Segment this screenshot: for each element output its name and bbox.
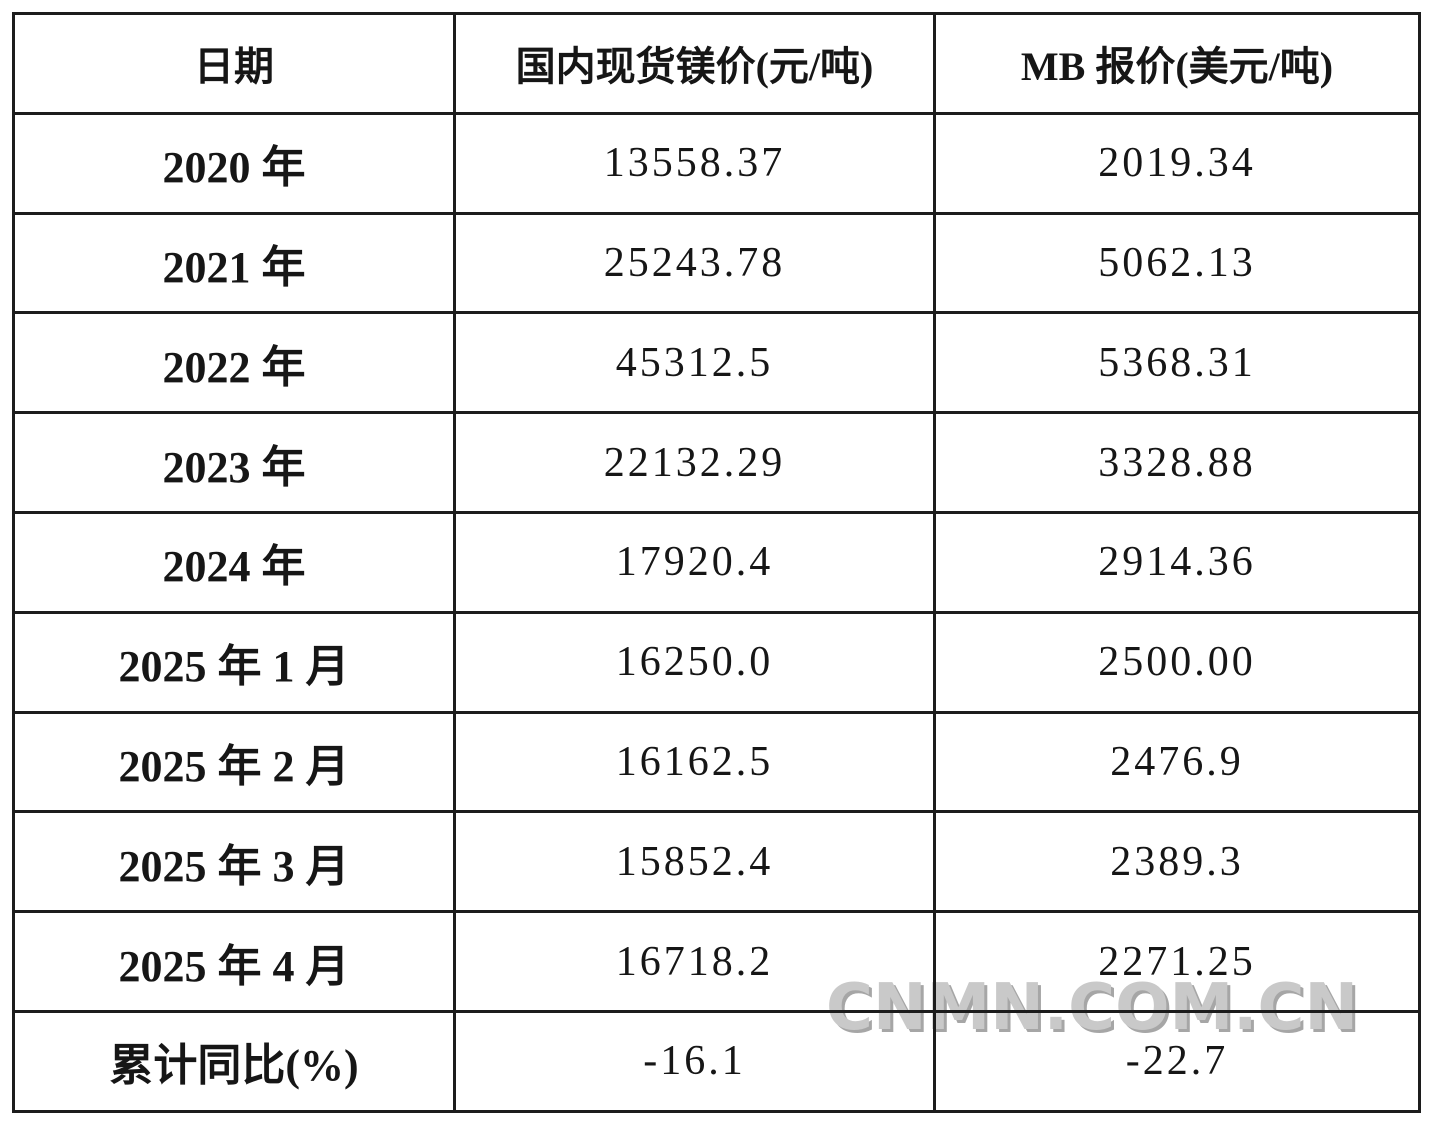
mb-price-cell: 2271.25: [936, 913, 1421, 1013]
domestic-price-cell: 17920.4: [456, 513, 936, 614]
mb-price-cell: -22.7: [936, 1012, 1421, 1113]
domestic-price-cell: 16718.2: [456, 913, 936, 1013]
mb-price-cell: 3328.88: [936, 414, 1421, 514]
watermark: CNMN.COM.CN: [826, 971, 1358, 1045]
domestic-price-cell: -16.1: [456, 1012, 936, 1113]
date-cell: 2021 年: [15, 214, 456, 315]
header-date: 日期: [15, 15, 456, 115]
domestic-price-cell: 15852.4: [456, 813, 936, 914]
mb-price-cell: 2476.9: [936, 713, 1421, 814]
date-cell: 2022 年: [15, 314, 456, 415]
date-cell: 2023 年: [15, 414, 456, 514]
header-mb-price: MB 报价(美元/吨): [936, 15, 1421, 115]
header-domestic-price: 国内现货镁价(元/吨): [456, 15, 936, 115]
date-cell: 2025 年 4 月: [15, 913, 456, 1013]
mb-price-cell: 2019.34: [936, 114, 1421, 215]
domestic-price-cell: 16250.0: [456, 613, 936, 714]
date-cell: 2025 年 3 月: [15, 813, 456, 914]
date-cell: 2025 年 1 月: [15, 613, 456, 714]
magnesium-price-table: 日期 国内现货镁价(元/吨) MB 报价(美元/吨) 2020 年 13558.…: [12, 12, 1421, 1113]
date-cell: 2025 年 2 月: [15, 713, 456, 814]
domestic-price-cell: 16162.5: [456, 713, 936, 814]
date-cell-cumulative-yoy: 累计同比(%): [15, 1012, 456, 1113]
mb-price-cell: 5062.13: [936, 214, 1421, 315]
mb-price-cell: 5368.31: [936, 314, 1421, 415]
domestic-price-cell: 45312.5: [456, 314, 936, 415]
date-cell: 2024 年: [15, 513, 456, 614]
date-cell: 2020 年: [15, 114, 456, 215]
mb-price-cell: 2914.36: [936, 513, 1421, 614]
mb-price-cell: 2389.3: [936, 813, 1421, 914]
domestic-price-cell: 13558.37: [456, 114, 936, 215]
domestic-price-cell: 25243.78: [456, 214, 936, 315]
domestic-price-cell: 22132.29: [456, 414, 936, 514]
mb-price-cell: 2500.00: [936, 613, 1421, 714]
